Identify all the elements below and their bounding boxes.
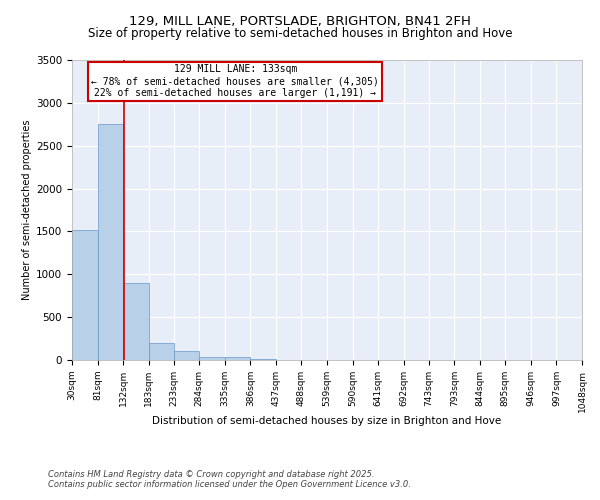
Bar	[199, 356, 225, 360]
Bar	[98, 124, 123, 360]
Bar	[173, 352, 199, 360]
Bar	[72, 230, 98, 360]
Text: Size of property relative to semi-detached houses in Brighton and Hove: Size of property relative to semi-detach…	[88, 28, 512, 40]
Text: 129, MILL LANE, PORTSLADE, BRIGHTON, BN41 2FH: 129, MILL LANE, PORTSLADE, BRIGHTON, BN4…	[129, 15, 471, 28]
Text: Contains HM Land Registry data © Crown copyright and database right 2025.
Contai: Contains HM Land Registry data © Crown c…	[48, 470, 411, 489]
Bar	[149, 343, 173, 360]
Y-axis label: Number of semi-detached properties: Number of semi-detached properties	[22, 120, 32, 300]
Bar	[250, 358, 276, 360]
X-axis label: Distribution of semi-detached houses by size in Brighton and Hove: Distribution of semi-detached houses by …	[152, 416, 502, 426]
Bar	[123, 283, 149, 360]
Bar	[225, 358, 250, 360]
Text: 129 MILL LANE: 133sqm
← 78% of semi-detached houses are smaller (4,305)
22% of s: 129 MILL LANE: 133sqm ← 78% of semi-deta…	[91, 64, 379, 98]
